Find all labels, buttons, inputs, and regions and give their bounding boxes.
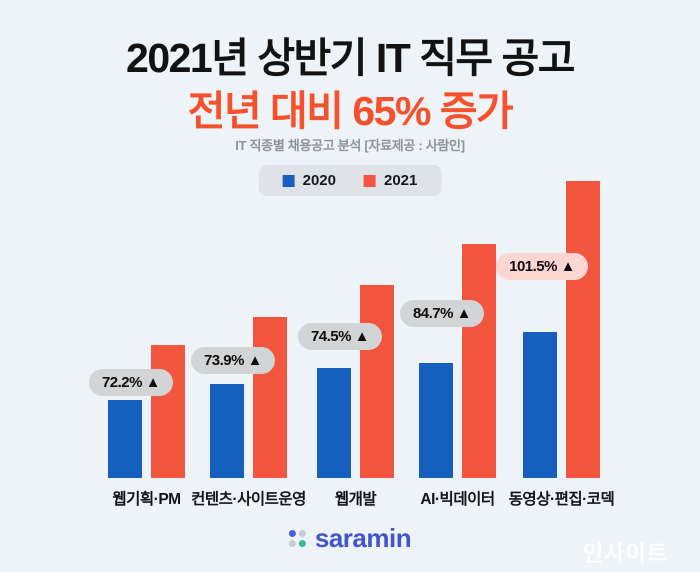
growth-pill: 72.2% ▲ bbox=[88, 369, 173, 396]
watermark: 인사이트 bbox=[583, 541, 668, 566]
saramin-dots-icon bbox=[288, 530, 306, 547]
bar-2021 bbox=[253, 317, 287, 478]
page-subtitle: 전년 대비 65% 증가 bbox=[187, 88, 514, 134]
saramin-wordmark: saramin bbox=[314, 523, 412, 553]
bar-2020 bbox=[317, 368, 351, 478]
bar-2020 bbox=[419, 363, 453, 478]
saramin-logo: saramin bbox=[288, 523, 412, 554]
category-label: 동영상·편집·코덱 bbox=[508, 491, 615, 508]
category-label: 웹개발 bbox=[334, 491, 377, 508]
chart-legend: 2020 2021 bbox=[258, 165, 442, 196]
bar-2021 bbox=[151, 345, 185, 478]
category-label: 컨텐츠·사이트운영 bbox=[191, 491, 306, 508]
bar-2020 bbox=[108, 400, 142, 478]
legend-item-2021: 2021 bbox=[364, 172, 417, 189]
legend-label-2021: 2021 bbox=[384, 172, 418, 189]
bar-2020 bbox=[523, 332, 557, 478]
bar-2020 bbox=[210, 384, 244, 478]
bar-2021 bbox=[566, 181, 600, 478]
growth-pill: 84.7% ▲ bbox=[399, 300, 484, 327]
category-label: AI·빅데이터 bbox=[420, 491, 495, 508]
source-caption: IT 직종별 채용공고 분석 [자료제공 : 사람인] bbox=[235, 138, 465, 153]
growth-pill: 101.5% ▲ bbox=[496, 253, 588, 280]
legend-swatch-2020-icon bbox=[282, 174, 295, 187]
category-label: 웹기획·PM bbox=[112, 491, 181, 508]
legend-item-2020: 2020 bbox=[282, 172, 336, 189]
page-title: 2021년 상반기 IT 직무 공고 bbox=[126, 35, 575, 81]
legend-swatch-2021-icon bbox=[364, 174, 376, 187]
growth-pill: 74.5% ▲ bbox=[297, 323, 382, 350]
bar-2021 bbox=[360, 285, 394, 478]
legend-label-2020: 2020 bbox=[302, 172, 336, 189]
bar-2021 bbox=[462, 244, 496, 478]
growth-pill: 73.9% ▲ bbox=[190, 347, 275, 374]
